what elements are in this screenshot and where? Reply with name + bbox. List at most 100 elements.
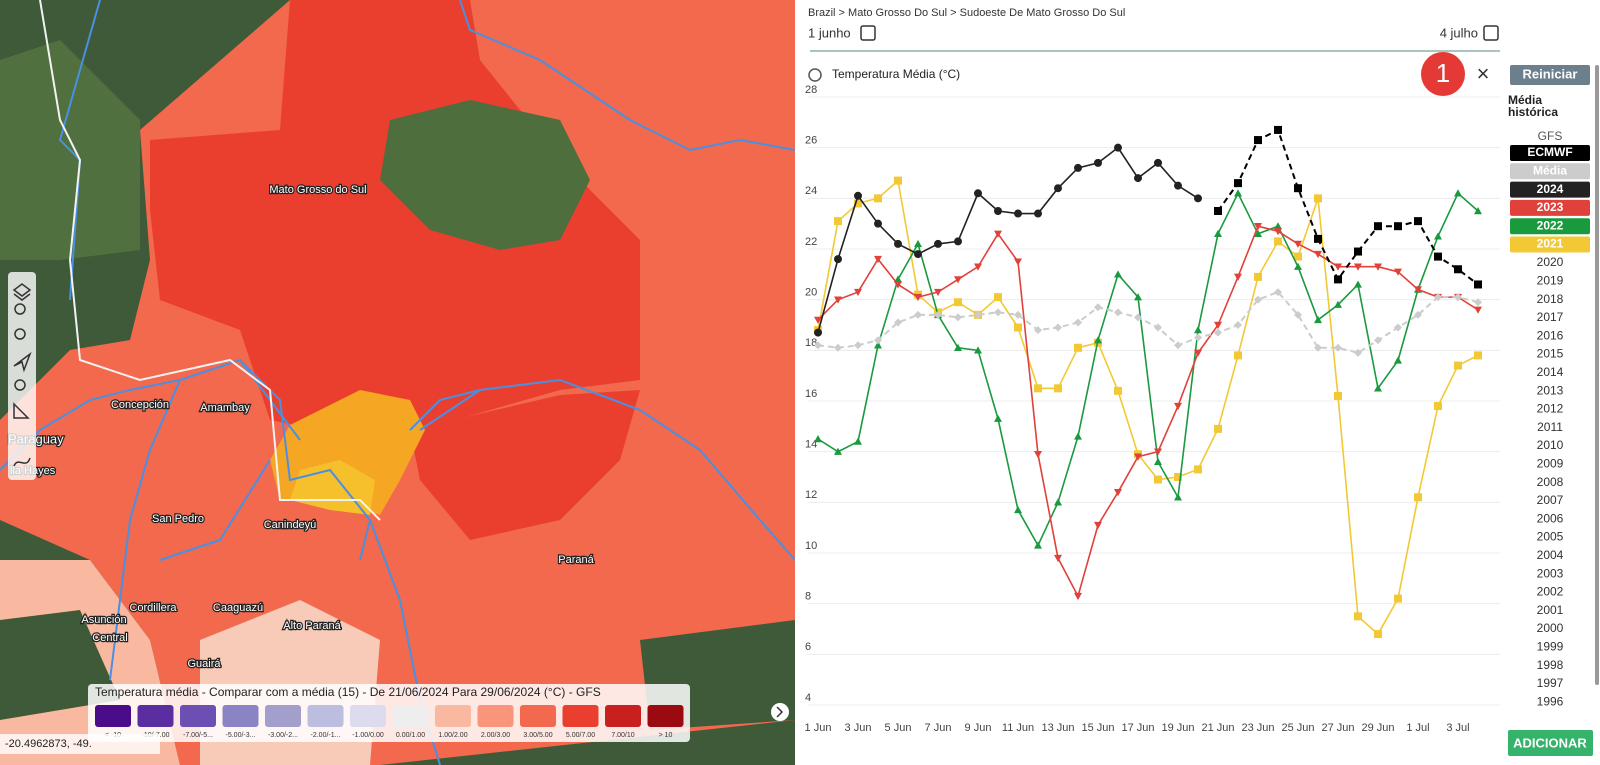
map[interactable]: Mato Grosso do Sul Concepción Amambay Pa… — [0, 0, 795, 765]
series-toggle[interactable] — [1510, 218, 1590, 235]
legend-swatch[interactable] — [520, 705, 556, 727]
legend-swatch[interactable] — [435, 705, 471, 727]
point — [814, 328, 822, 337]
legend-swatch[interactable] — [137, 705, 174, 727]
breadcrumb[interactable]: Brazil > Mato Grosso Do Sul > Sudoeste D… — [808, 7, 1125, 19]
series-toggle-label: 2023 — [1537, 200, 1564, 214]
year-option[interactable]: 2008 — [1537, 475, 1564, 489]
point — [1354, 263, 1362, 271]
point — [1454, 293, 1462, 302]
add-button[interactable] — [1508, 730, 1593, 756]
year-option[interactable]: 1997 — [1537, 676, 1564, 690]
series-toggle[interactable] — [1510, 163, 1590, 180]
year-option[interactable]: 2006 — [1537, 511, 1564, 525]
search[interactable] — [14, 379, 26, 391]
legend-swatch[interactable] — [265, 705, 301, 727]
point — [1374, 263, 1382, 271]
legend-swatch[interactable] — [605, 705, 641, 727]
point — [1074, 343, 1082, 352]
point — [1054, 498, 1062, 506]
series-toggle[interactable] — [1510, 145, 1590, 161]
year-option[interactable]: 2020 — [1537, 255, 1564, 269]
collapse-button[interactable] — [771, 703, 789, 721]
year-option[interactable]: 2019 — [1537, 273, 1564, 287]
point — [1194, 349, 1202, 357]
year-option[interactable]: 2005 — [1537, 530, 1564, 544]
series-toggle[interactable] — [1510, 236, 1590, 253]
point — [1434, 402, 1442, 411]
point — [1014, 505, 1022, 514]
year-option[interactable]: 2018 — [1537, 292, 1564, 306]
year-option[interactable]: 1998 — [1537, 658, 1564, 672]
date-end[interactable]: 4 julho — [1440, 25, 1478, 40]
map-toolbar — [8, 272, 36, 480]
series-toggle-label: 2022 — [1537, 218, 1564, 232]
year-option[interactable]: 2014 — [1537, 365, 1564, 379]
year-option[interactable]: 2016 — [1537, 328, 1564, 342]
year-option[interactable]: 2013 — [1537, 383, 1564, 397]
close-button[interactable]: × — [1477, 61, 1490, 86]
badge[interactable] — [1421, 52, 1465, 96]
source-option[interactable]: GFS — [1538, 129, 1563, 143]
legend-swatch[interactable] — [647, 705, 684, 727]
legend-label: 3.00/5.00 — [523, 732, 552, 739]
point — [1294, 240, 1302, 248]
year-option[interactable]: 2007 — [1537, 493, 1564, 507]
point — [1414, 493, 1422, 502]
y-tick-label: 22 — [805, 236, 817, 248]
map-label: Guairá — [187, 658, 221, 670]
year-option[interactable]: 1996 — [1537, 694, 1564, 708]
legend-swatch[interactable] — [222, 705, 259, 727]
year-option[interactable]: 2015 — [1537, 347, 1564, 361]
year-option[interactable]: 2012 — [1537, 402, 1564, 416]
legend-swatch[interactable] — [95, 705, 131, 727]
point — [894, 239, 902, 248]
series-toggle-label: ECMWF — [1527, 145, 1572, 159]
year-option[interactable]: 2009 — [1537, 456, 1564, 470]
legend-swatch[interactable] — [477, 705, 514, 727]
calendar-icon[interactable] — [1483, 25, 1499, 41]
year-option[interactable]: 2000 — [1537, 621, 1564, 635]
point — [1294, 310, 1302, 319]
point — [994, 414, 1002, 422]
legend-swatch[interactable] — [562, 705, 599, 727]
layers-button[interactable] — [12, 283, 32, 301]
reset-button[interactable] — [1510, 65, 1590, 85]
zoom-out[interactable] — [14, 328, 26, 340]
point — [974, 189, 982, 198]
measure[interactable] — [13, 402, 30, 419]
series-toggle[interactable] — [1510, 199, 1590, 216]
year-option[interactable]: 2004 — [1537, 548, 1564, 562]
series-toggle[interactable] — [1510, 181, 1590, 198]
legend-swatch[interactable] — [392, 705, 429, 727]
point — [914, 250, 922, 259]
y-tick-label: 16 — [805, 388, 817, 400]
badge-number: 1 — [1436, 58, 1450, 88]
legend-label: 7.00/10 — [611, 732, 634, 739]
year-option[interactable]: 2002 — [1537, 585, 1564, 599]
date-start[interactable]: 1 junho — [808, 25, 851, 40]
draw[interactable] — [13, 457, 31, 467]
scrollbar[interactable] — [1595, 65, 1599, 685]
point — [1214, 328, 1222, 337]
map-label: San Pedro — [152, 513, 204, 525]
point — [1294, 262, 1302, 270]
point — [854, 199, 862, 208]
year-option[interactable]: 1999 — [1537, 639, 1564, 653]
calendar-icon[interactable] — [860, 25, 876, 41]
y-tick-label: 6 — [805, 641, 811, 653]
legend-swatch[interactable] — [180, 705, 216, 727]
point — [1134, 293, 1142, 301]
legend-swatch[interactable] — [307, 705, 344, 727]
year-option[interactable]: 2001 — [1537, 603, 1564, 617]
year-option[interactable]: 2010 — [1537, 438, 1564, 452]
point — [1194, 333, 1202, 342]
legend-title: Temperatura média - Comparar com a média… — [95, 685, 601, 699]
legend-swatch[interactable] — [350, 705, 386, 727]
year-option[interactable]: 2017 — [1537, 310, 1564, 324]
locate[interactable] — [13, 351, 32, 373]
year-option[interactable]: 2003 — [1537, 566, 1564, 580]
year-option[interactable]: 2011 — [1537, 420, 1563, 434]
point — [1014, 258, 1022, 266]
zoom-in[interactable] — [14, 303, 26, 315]
